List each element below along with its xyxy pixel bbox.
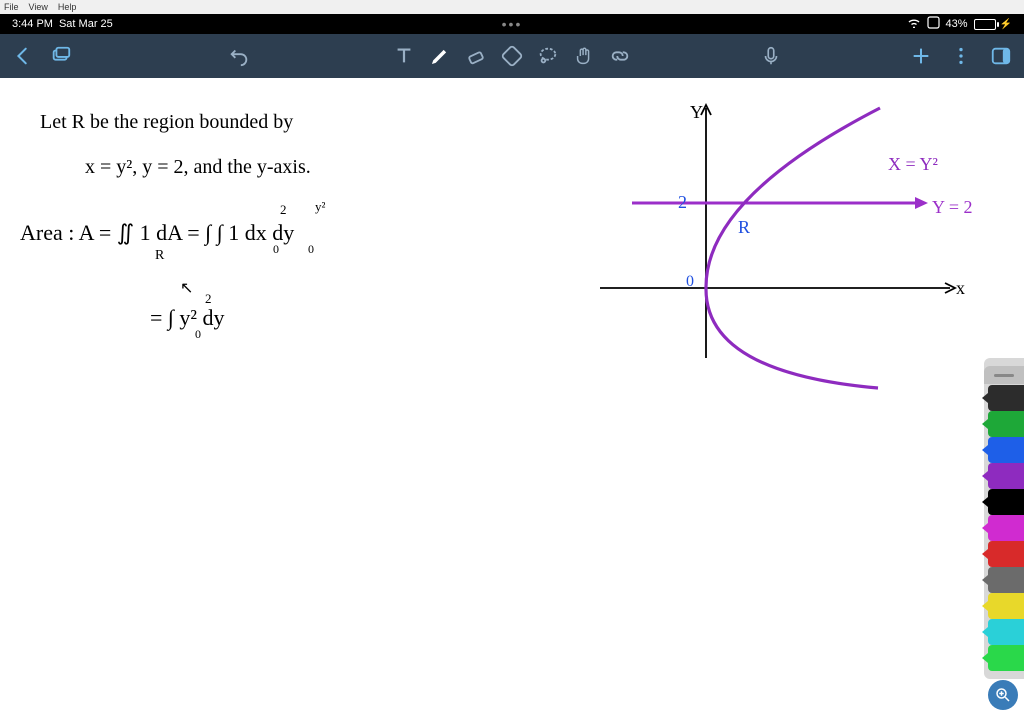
wifi-icon (907, 17, 921, 31)
link-tool-icon[interactable] (609, 45, 631, 67)
eraser[interactable] (988, 385, 1024, 411)
mouse-cursor: ↖ (180, 278, 193, 298)
text-tool-icon[interactable] (393, 45, 415, 67)
hline-label: Y = 2 (932, 197, 972, 217)
eraser-tool-icon[interactable] (465, 45, 487, 67)
magenta-pen[interactable] (988, 515, 1024, 541)
split-icon[interactable] (990, 45, 1012, 67)
yellow-pen[interactable] (988, 593, 1024, 619)
menu-help[interactable]: Help (58, 2, 77, 12)
zoom-button[interactable] (988, 680, 1018, 710)
red-pen[interactable] (988, 541, 1024, 567)
tablet-frame: 3:44 PM Sat Mar 25 ••• 43% ⚡ (0, 14, 1024, 716)
tray-handle[interactable] (984, 366, 1024, 384)
hw-line1: Let R be the region bounded by (40, 108, 293, 136)
menu-view[interactable]: View (29, 2, 48, 12)
black-pen[interactable] (988, 489, 1024, 515)
mic-icon[interactable] (760, 45, 782, 67)
x-axis-label: x (956, 278, 965, 298)
hw-line2: x = y², y = 2, and the y-axis. (85, 153, 311, 181)
more-icon[interactable] (950, 45, 972, 67)
app-toolbar (0, 34, 1024, 78)
hand-tool-icon[interactable] (573, 45, 595, 67)
tick-2-label: 2 (678, 192, 687, 212)
green-hi[interactable] (988, 645, 1024, 671)
multitask-dots[interactable]: ••• (502, 16, 523, 32)
battery-pct: 43% (946, 18, 968, 30)
gray-pen[interactable] (988, 567, 1024, 593)
note-canvas[interactable]: Let R be the region bounded by x = y², y… (0, 78, 1024, 716)
origin-label: 0 (686, 273, 694, 290)
purple-pen[interactable] (988, 463, 1024, 489)
hw-lim-3: y² (315, 198, 325, 216)
hw-lim4-1: 2 (205, 290, 212, 308)
region-label: R (738, 217, 750, 237)
hw-sub-r: R (155, 246, 164, 266)
battery-icon: ⚡ (974, 19, 1012, 30)
add-icon[interactable] (910, 45, 932, 67)
rotation-lock-icon (927, 16, 940, 32)
pages-icon[interactable] (50, 45, 72, 67)
menu-file[interactable]: File (4, 2, 19, 12)
hw-line3: Area : A = ∬ 1 dA = ∫ ∫ 1 dx dy (20, 218, 294, 249)
lasso-tool-icon[interactable] (537, 45, 559, 67)
pen-tray[interactable] (984, 358, 1024, 679)
hw-lim-2: 0 (273, 241, 279, 258)
pen-tool-icon[interactable] (429, 45, 451, 67)
hw-lim4-2: 0 (195, 326, 201, 343)
status-time: 3:44 PM (12, 18, 53, 30)
cyan-hi[interactable] (988, 619, 1024, 645)
undo-icon[interactable] (228, 45, 250, 67)
status-date: Sat Mar 25 (59, 18, 113, 30)
hw-lim-1: 2 (280, 201, 287, 219)
back-icon[interactable] (12, 45, 34, 67)
curve-label: X = Y² (888, 154, 938, 174)
shape-tool-icon[interactable] (501, 45, 523, 67)
blue-pen[interactable] (988, 437, 1024, 463)
hw-line4: = ∫ y² dy (150, 303, 225, 334)
hw-lim-4: 0 (308, 241, 314, 258)
graph-sketch: Y x 0 2 R X = Y² Y = 2 (590, 88, 980, 398)
y-axis-label: Y (690, 102, 703, 122)
desktop-menubar: File View Help (0, 0, 1024, 14)
status-bar: 3:44 PM Sat Mar 25 ••• 43% ⚡ (0, 14, 1024, 34)
green-pen[interactable] (988, 411, 1024, 437)
